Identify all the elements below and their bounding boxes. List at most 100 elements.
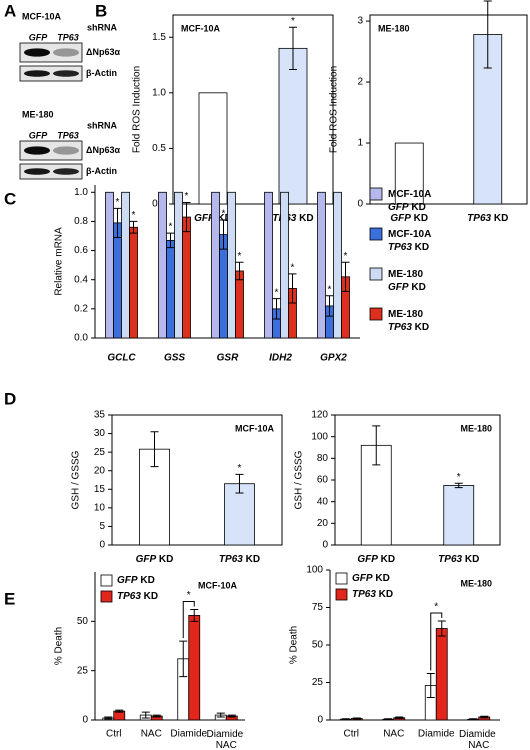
x-tick-label: IDH2 bbox=[269, 353, 292, 364]
y-tick-label: 25 bbox=[77, 665, 89, 676]
bar bbox=[443, 485, 475, 546]
error-bar bbox=[141, 711, 150, 719]
bar bbox=[113, 222, 122, 339]
error-bar bbox=[235, 261, 244, 281]
error-bar bbox=[352, 717, 361, 720]
legend-swatch bbox=[369, 227, 383, 241]
y-tick-label: 0 bbox=[322, 540, 328, 551]
y-tick-label: 20 bbox=[94, 465, 106, 476]
lane-label: TP63 bbox=[57, 130, 79, 140]
y-tick-label: 0.0 bbox=[74, 333, 88, 344]
error-bar bbox=[152, 714, 161, 718]
y-axis-label: % Death bbox=[289, 626, 300, 664]
bar bbox=[166, 239, 175, 339]
blot-band bbox=[53, 168, 79, 175]
y-tick-label: 2 bbox=[357, 77, 363, 88]
legend-label: ME-180 TP63 KD bbox=[388, 309, 429, 333]
y-tick-label: 0.4 bbox=[74, 274, 88, 285]
blot-frame bbox=[19, 140, 83, 161]
significance-bracket bbox=[430, 612, 443, 671]
error-bar bbox=[426, 673, 435, 698]
significance-mark: * bbox=[457, 472, 461, 483]
error-bar bbox=[480, 715, 489, 719]
legend-swatch bbox=[369, 307, 383, 321]
significance-mark: * bbox=[222, 209, 226, 220]
y-axis-label: GSH / GSSG bbox=[71, 450, 82, 509]
y-tick-label: 75 bbox=[312, 602, 324, 613]
error-bar bbox=[341, 261, 350, 292]
y-tick-label: 15 bbox=[94, 484, 106, 495]
error-bar bbox=[437, 620, 446, 637]
blot-band bbox=[24, 146, 50, 155]
significance-bracket bbox=[182, 600, 195, 639]
plot-frame bbox=[334, 414, 501, 546]
significance-mark: * bbox=[344, 251, 348, 262]
significance-mark: * bbox=[238, 251, 242, 262]
y-tick-label: 0 bbox=[82, 715, 88, 726]
chart-title: MCF-10A bbox=[235, 423, 275, 433]
panel-label: A bbox=[4, 1, 16, 20]
x-tick-label: GCLC bbox=[107, 353, 136, 364]
blot-cell-line: MCF-10A bbox=[22, 11, 62, 21]
y-tick-label: 5 bbox=[99, 521, 105, 532]
y-tick-label: 0.2 bbox=[74, 303, 88, 314]
x-tick-label: TP63 KD bbox=[219, 554, 260, 565]
panel-label: E bbox=[4, 589, 15, 608]
blot-band bbox=[53, 48, 79, 57]
blot-band bbox=[24, 70, 50, 77]
significance-mark: * bbox=[291, 16, 295, 27]
y-tick-label: 25 bbox=[312, 677, 324, 688]
bar bbox=[278, 47, 308, 205]
significance-mark: * bbox=[486, 0, 490, 1]
error-bar bbox=[395, 716, 404, 719]
y-tick-label: 30 bbox=[94, 428, 106, 439]
legend-label: MCF-10A GFP KD bbox=[388, 189, 434, 213]
legend-label: TP63 KD bbox=[117, 591, 158, 602]
y-axis-label: Fold ROS Induction bbox=[329, 66, 340, 153]
bar bbox=[188, 615, 201, 721]
lane-label: TP63 bbox=[57, 32, 79, 42]
error-bar bbox=[289, 26, 297, 70]
x-tick-label: Diamide NAC bbox=[207, 729, 246, 750]
error-bar bbox=[115, 709, 124, 713]
lane-label: GFP bbox=[29, 32, 48, 42]
x-tick-label: NAC bbox=[383, 729, 404, 740]
y-tick-label: 1.5 bbox=[152, 32, 166, 43]
error-bar bbox=[372, 425, 381, 466]
bar bbox=[198, 92, 228, 205]
significance-mark: * bbox=[291, 263, 295, 274]
blot-band bbox=[53, 146, 79, 155]
y-tick-label: 0 bbox=[357, 199, 363, 210]
y-tick-label: 80 bbox=[317, 453, 329, 464]
band-label: ΔNp63α bbox=[86, 47, 120, 57]
error-bar bbox=[325, 295, 334, 317]
legend-swatch bbox=[335, 572, 348, 585]
chart-title: ME-180 bbox=[460, 578, 492, 588]
x-tick-label: GFP KD bbox=[357, 554, 395, 565]
x-tick-label: TP63 KD bbox=[438, 554, 479, 565]
significance-mark: * bbox=[132, 210, 136, 221]
significance-mark: * bbox=[238, 463, 242, 474]
legend-swatch bbox=[335, 588, 348, 601]
y-tick-label: 120 bbox=[311, 410, 328, 421]
legend-label: ME-180 GFP KD bbox=[388, 269, 426, 293]
error-bar bbox=[129, 220, 138, 234]
bar bbox=[129, 226, 138, 339]
error-bar bbox=[227, 714, 236, 718]
blot-frame bbox=[19, 42, 83, 63]
x-tick-label: GSS bbox=[164, 353, 185, 364]
error-bar bbox=[272, 298, 281, 320]
error-bar bbox=[190, 608, 199, 622]
blot-cell-line: ME-180 bbox=[22, 109, 54, 119]
error-bar bbox=[166, 232, 175, 249]
bar bbox=[394, 142, 424, 205]
y-tick-label: 50 bbox=[77, 616, 89, 627]
panel-label: B bbox=[95, 1, 107, 20]
bar bbox=[264, 191, 273, 339]
bar bbox=[219, 234, 228, 339]
y-axis-label: Relative mRNA bbox=[54, 227, 65, 296]
chart-title: MCF-10A bbox=[198, 580, 238, 590]
y-axis-label: % Death bbox=[54, 627, 65, 665]
x-tick-label: TP63 KD bbox=[272, 213, 313, 224]
